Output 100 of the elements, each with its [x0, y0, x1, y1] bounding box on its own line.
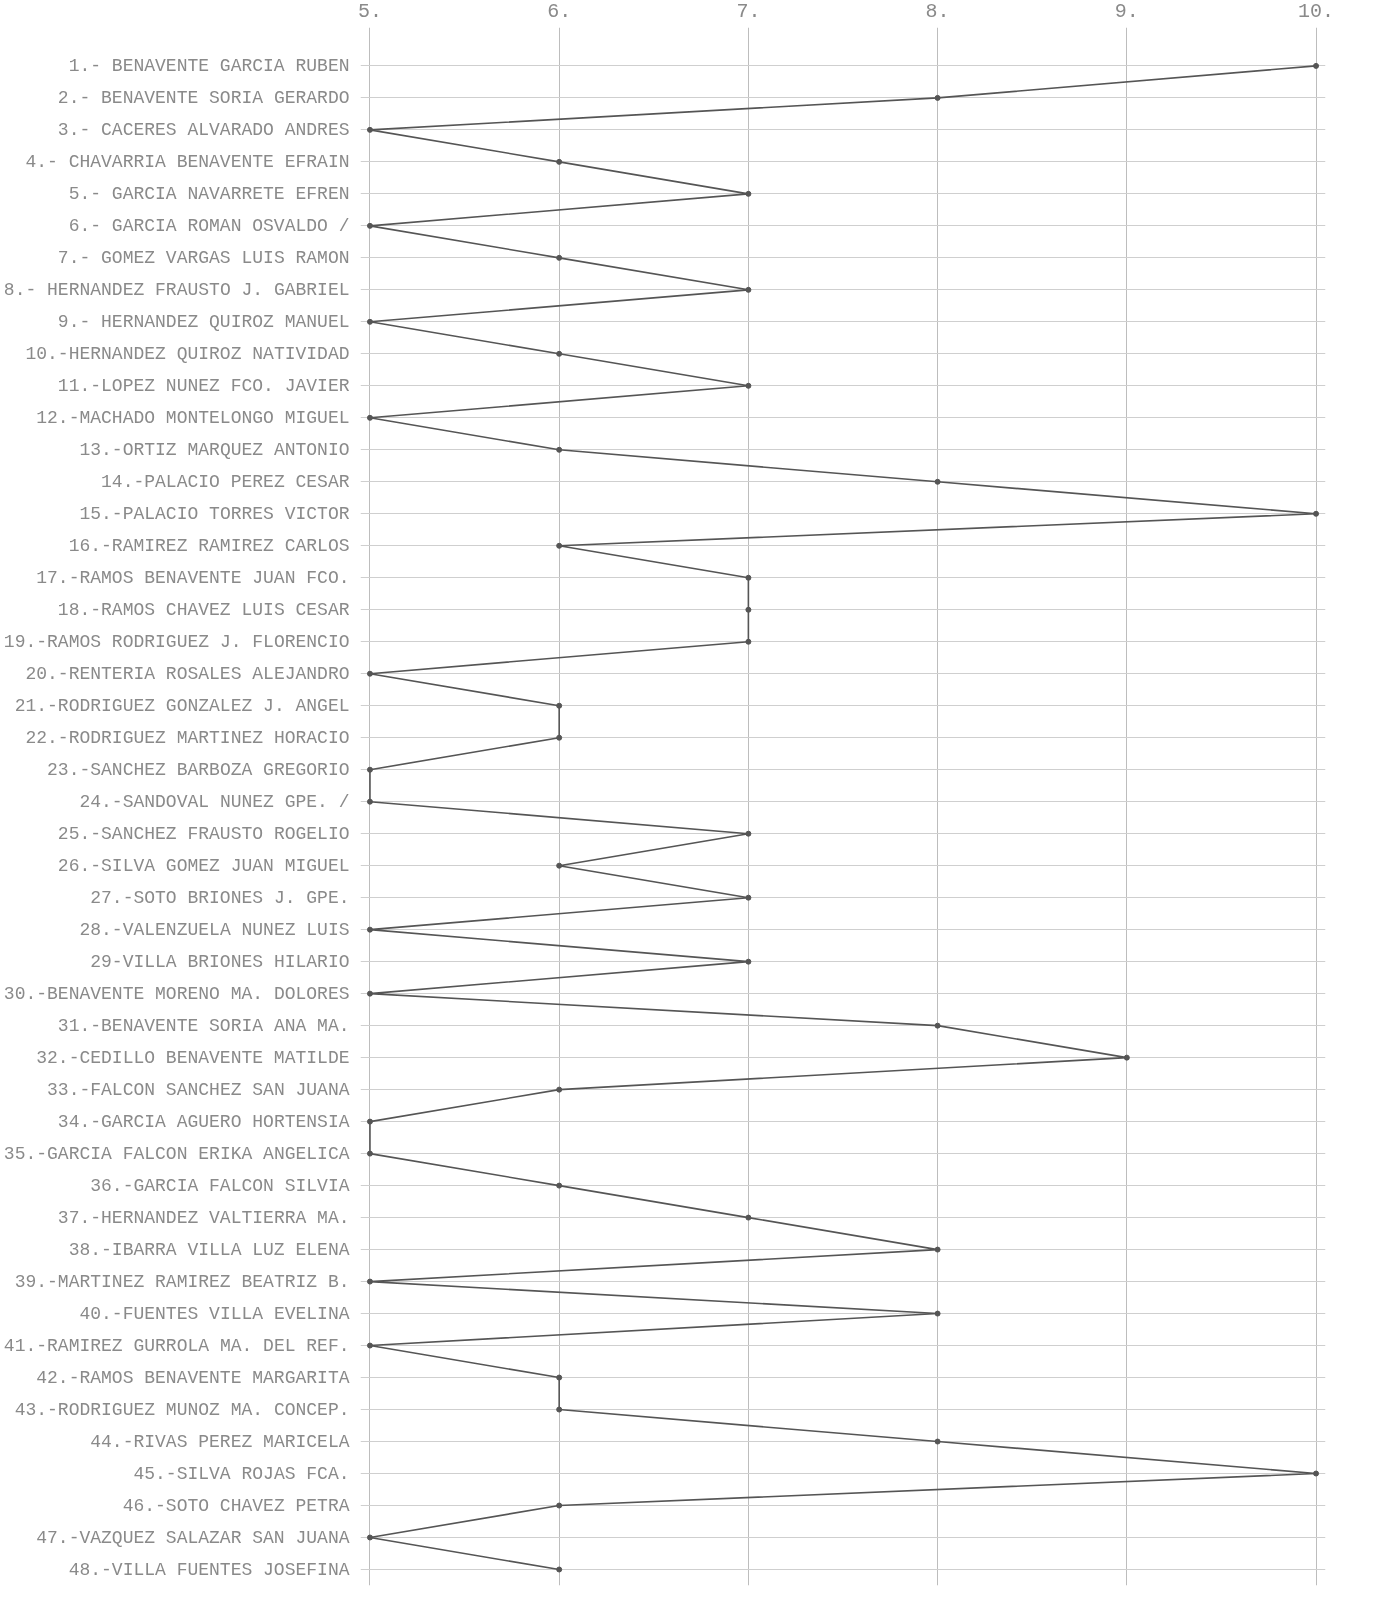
y-tick-label: 47.-VAZQUEZ SALAZAR SAN JUANA — [36, 1527, 350, 1548]
y-tick-label: 44.-RIVAS PEREZ MARICELA — [90, 1431, 350, 1452]
y-tick-label: 29-VILLA BRIONES HILARIO — [90, 951, 350, 972]
x-tick-label: 5. — [357, 0, 382, 23]
point — [934, 1022, 941, 1029]
point — [745, 894, 752, 901]
y-tick-label: 9.- HERNANDEZ QUIROZ MANUEL — [57, 311, 350, 332]
point — [556, 1406, 563, 1413]
y-tick-label: 16.-RAMIREZ RAMIREZ CARLOS — [68, 535, 350, 556]
y-tick-label: 34.-GARCIA AGUERO HORTENSIA — [57, 1111, 350, 1132]
point — [366, 766, 373, 773]
point — [556, 1182, 563, 1189]
y-tick-label: 42.-RAMOS BENAVENTE MARGARITA — [36, 1367, 350, 1388]
y-tick-label: 11.-LOPEZ NUNEZ FCO. JAVIER — [57, 375, 350, 396]
point — [366, 1150, 373, 1157]
point — [556, 1566, 563, 1573]
y-tick-label: 35.-GARCIA FALCON ERIKA ANGELICA — [3, 1143, 350, 1164]
y-tick-label: 10.-HERNANDEZ QUIROZ NATIVIDAD — [25, 343, 350, 364]
y-tick-label: 3.- CACERES ALVARADO ANDRES — [57, 119, 350, 140]
point — [366, 1118, 373, 1125]
y-tick-label: 21.-RODRIGUEZ GONZALEZ J. ANGEL — [14, 695, 350, 716]
y-tick-label: 24.-SANDOVAL NUNEZ GPE. / — [79, 791, 350, 812]
point — [745, 1214, 752, 1221]
point — [934, 478, 941, 485]
point — [556, 158, 563, 165]
y-tick-label: 30.-BENAVENTE MORENO MA. DOLORES — [3, 983, 350, 1004]
point — [556, 862, 563, 869]
point — [556, 446, 563, 453]
y-tick-label: 7.- GOMEZ VARGAS LUIS RAMON — [57, 247, 350, 268]
point — [556, 1502, 563, 1509]
y-tick-label: 38.-IBARRA VILLA LUZ ELENA — [68, 1239, 350, 1260]
point — [1123, 1054, 1130, 1061]
point — [366, 1278, 373, 1285]
point — [556, 702, 563, 709]
point — [366, 990, 373, 997]
y-tick-label: 17.-RAMOS BENAVENTE JUAN FCO. — [36, 567, 350, 588]
point — [934, 1310, 941, 1317]
y-tick-label: 5.- GARCIA NAVARRETE EFREN — [68, 183, 350, 204]
point — [745, 574, 752, 581]
y-tick-label: 8.- HERNANDEZ FRAUSTO J. GABRIEL — [3, 279, 350, 300]
y-tick-label: 40.-FUENTES VILLA EVELINA — [79, 1303, 350, 1324]
y-tick-label: 33.-FALCON SANCHEZ SAN JUANA — [47, 1079, 350, 1100]
y-tick-label: 32.-CEDILLO BENAVENTE MATILDE — [36, 1047, 350, 1068]
x-tick-label: 10. — [1298, 0, 1335, 23]
point — [934, 1246, 941, 1253]
y-tick-label: 45.-SILVA ROJAS FCA. — [133, 1463, 350, 1484]
point — [745, 190, 752, 197]
x-tick-label: 7. — [736, 0, 761, 23]
point — [745, 606, 752, 613]
y-tick-label: 1.- BENAVENTE GARCIA RUBEN — [68, 55, 350, 76]
point — [366, 798, 373, 805]
point — [556, 1374, 563, 1381]
y-tick-label: 15.-PALACIO TORRES VICTOR — [79, 503, 350, 524]
y-tick-label: 23.-SANCHEZ BARBOZA GREGORIO — [47, 759, 350, 780]
point — [934, 1438, 941, 1445]
x-tick-label: 8. — [925, 0, 950, 23]
point — [556, 1086, 563, 1093]
y-tick-label: 22.-RODRIGUEZ MARTINEZ HORACIO — [25, 727, 350, 748]
point — [934, 94, 941, 101]
y-tick-label: 43.-RODRIGUEZ MUNOZ MA. CONCEP. — [14, 1399, 350, 1420]
point — [366, 126, 373, 133]
y-tick-label: 4.- CHAVARRIA BENAVENTE EFRAIN — [25, 151, 350, 172]
point — [366, 1534, 373, 1541]
point — [745, 638, 752, 645]
y-tick-label: 41.-RAMIREZ GURROLA MA. DEL REF. — [3, 1335, 350, 1356]
point — [366, 926, 373, 933]
point — [745, 958, 752, 965]
point — [366, 1342, 373, 1349]
y-tick-label: 19.-RAMOS RODRIGUEZ J. FLORENCIO — [3, 631, 350, 652]
y-tick-label: 20.-RENTERIA ROSALES ALEJANDRO — [25, 663, 350, 684]
y-tick-label: 2.- BENAVENTE SORIA GERARDO — [57, 87, 350, 108]
point — [366, 670, 373, 677]
x-tick-label: 6. — [547, 0, 572, 23]
y-tick-label: 28.-VALENZUELA NUNEZ LUIS — [79, 919, 350, 940]
point — [556, 734, 563, 741]
point — [745, 830, 752, 837]
x-tick-label: 9. — [1114, 0, 1139, 23]
y-tick-label: 39.-MARTINEZ RAMIREZ BEATRIZ B. — [14, 1271, 350, 1292]
point — [1313, 1470, 1320, 1477]
point — [1313, 62, 1320, 69]
y-tick-label: 6.- GARCIA ROMAN OSVALDO / — [68, 215, 350, 236]
y-tick-label: 37.-HERNANDEZ VALTIERRA MA. — [57, 1207, 350, 1228]
y-tick-label: 25.-SANCHEZ FRAUSTO ROGELIO — [57, 823, 350, 844]
y-tick-label: 12.-MACHADO MONTELONGO MIGUEL — [36, 407, 350, 428]
point — [366, 318, 373, 325]
point — [556, 254, 563, 261]
point — [745, 286, 752, 293]
point — [1313, 510, 1320, 517]
y-tick-label: 27.-SOTO BRIONES J. GPE. — [90, 887, 350, 908]
y-tick-label: 14.-PALACIO PEREZ CESAR — [101, 471, 350, 492]
point — [556, 542, 563, 549]
y-tick-label: 31.-BENAVENTE SORIA ANA MA. — [57, 1015, 350, 1036]
y-tick-label: 26.-SILVA GOMEZ JUAN MIGUEL — [57, 855, 350, 876]
y-tick-label: 36.-GARCIA FALCON SILVIA — [90, 1175, 350, 1196]
point — [366, 222, 373, 229]
point — [556, 350, 563, 357]
point — [745, 382, 752, 389]
y-tick-label: 18.-RAMOS CHAVEZ LUIS CESAR — [57, 599, 350, 620]
y-tick-label: 48.-VILLA FUENTES JOSEFINA — [68, 1559, 350, 1580]
point — [366, 414, 373, 421]
